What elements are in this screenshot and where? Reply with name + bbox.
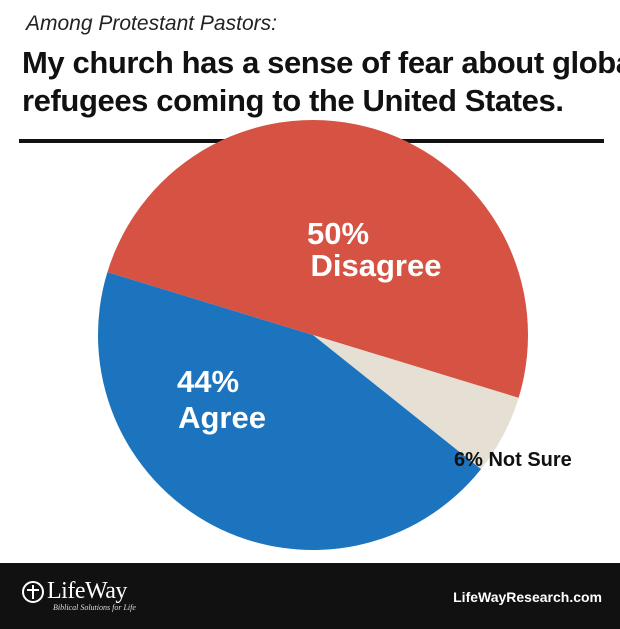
lifeway-logo[interactable]: LifeWay Biblical Solutions for Life bbox=[22, 579, 136, 613]
slice-label-agree-pct: 44% bbox=[177, 364, 239, 399]
slice-label-disagree-pct: 50% bbox=[307, 216, 369, 251]
footer-bar: LifeWay Biblical Solutions for Life Life… bbox=[0, 563, 620, 629]
brand-name: LifeWay bbox=[47, 578, 127, 604]
slice-label-disagree: Disagree bbox=[311, 248, 442, 283]
website-link[interactable]: LifeWayResearch.com bbox=[453, 589, 602, 605]
brand-tagline: Biblical Solutions for Life bbox=[53, 603, 136, 612]
pie-slice-agree bbox=[97, 272, 482, 551]
lifeway-logo-icon bbox=[22, 581, 44, 603]
slice-label-agree: Agree bbox=[178, 400, 266, 435]
pie-slice-disagree bbox=[107, 119, 529, 398]
chart-subtitle: Among Protestant Pastors: bbox=[26, 12, 277, 35]
chart-title-line-1: My church has a sense of fear about glob… bbox=[22, 45, 620, 80]
chart-title-line-2: refugees coming to the United States. bbox=[22, 83, 564, 118]
pie-slice-not-sure bbox=[313, 335, 519, 470]
chart-title: My church has a sense of fear about glob… bbox=[22, 44, 620, 120]
slice-label-not-sure: 6% Not Sure bbox=[454, 449, 572, 471]
